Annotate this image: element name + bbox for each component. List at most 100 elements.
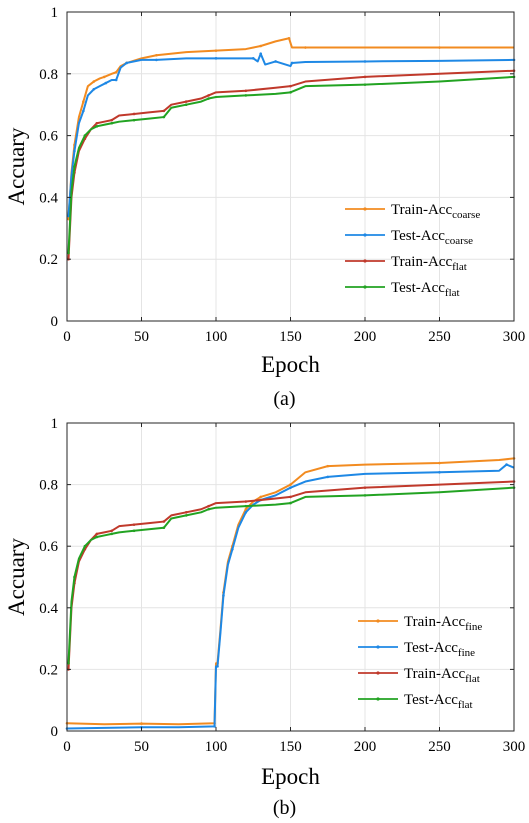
data-point — [289, 483, 292, 486]
data-point — [363, 494, 367, 497]
panel-caption: (a) — [273, 388, 295, 410]
y-tick-label: 0.4 — [39, 601, 58, 617]
data-point — [95, 121, 99, 125]
data-point — [132, 118, 136, 122]
data-point — [214, 57, 218, 60]
series-line-test-acc-fine — [66, 463, 515, 730]
data-point — [363, 486, 367, 489]
legend-name: Test-Acc — [404, 692, 458, 708]
data-point — [222, 594, 225, 597]
legend-subscript: flat — [452, 261, 467, 273]
chart-panel-a: 0 50 100 150 200 250 300 0 0.2 0.4 0.6 0.8 1 Epoch Acc… — [4, 5, 525, 410]
data-point — [184, 103, 188, 106]
legend-marker — [363, 233, 367, 237]
y-tick-label: 0.8 — [39, 67, 58, 83]
x-tick-label: 150 — [279, 739, 302, 755]
y-axis-label: Accuary — [4, 538, 29, 616]
data-point — [162, 520, 166, 523]
legend-entry: Train-Accflat — [391, 254, 467, 273]
data-point — [162, 109, 166, 113]
legend-subscript: fine — [465, 621, 482, 633]
data-point — [67, 214, 70, 218]
legend-name: Train-Acc — [391, 254, 452, 270]
data-point — [162, 526, 166, 530]
data-point — [244, 507, 248, 511]
data-point — [125, 61, 128, 65]
legend-subscript: flat — [445, 287, 460, 299]
y-tick-label: 1 — [51, 5, 59, 21]
y-tick-label: 0 — [51, 724, 59, 740]
y-tick-label: 0.4 — [39, 190, 58, 206]
data-point — [438, 461, 441, 465]
data-point — [289, 501, 292, 505]
legend-entry: Train-Accflat — [404, 666, 480, 685]
data-point — [326, 464, 330, 468]
legend-marker — [363, 259, 367, 263]
data-point — [505, 463, 508, 466]
data-point — [114, 70, 118, 74]
data-point — [83, 134, 87, 137]
data-point — [214, 49, 218, 52]
legend-name: Test-Acc — [391, 228, 445, 244]
y-tick-label: 0.2 — [39, 662, 58, 678]
data-point — [110, 121, 113, 125]
data-point — [73, 165, 76, 168]
x-tick-label: 200 — [354, 329, 377, 345]
y-axis-label: Accuary — [4, 127, 29, 205]
data-point — [290, 61, 294, 65]
legend-entry: Train-Accfine — [404, 614, 482, 633]
data-point — [326, 475, 330, 479]
data-point — [289, 84, 292, 88]
legend-marker — [376, 697, 380, 701]
y-tick-label: 0.6 — [39, 129, 58, 145]
data-point — [162, 115, 166, 119]
data-point — [114, 78, 118, 82]
data-point — [67, 251, 70, 255]
data-point — [95, 532, 99, 536]
data-point — [110, 529, 113, 533]
x-tick-label: 50 — [134, 739, 149, 755]
x-tick-label: 0 — [63, 329, 71, 345]
legend-entry: Train-Acccoarse — [391, 202, 480, 221]
data-point — [274, 60, 277, 63]
data-point — [140, 722, 143, 725]
data-point — [92, 87, 96, 91]
data-point — [207, 507, 210, 511]
data-point — [216, 665, 219, 668]
data-point — [259, 495, 263, 499]
legend-marker — [376, 645, 380, 649]
legend-subscript: flat — [465, 673, 480, 685]
legend-name: Train-Acc — [404, 666, 465, 682]
x-tick-label: 250 — [428, 329, 451, 345]
x-tick-label: 100 — [205, 739, 228, 755]
data-point — [132, 529, 136, 533]
data-point — [289, 91, 292, 94]
series-line-test-acc-coarse — [67, 52, 515, 217]
data-point — [95, 125, 99, 128]
panel-caption: (b) — [273, 797, 296, 819]
data-point — [259, 52, 263, 56]
data-point — [73, 575, 76, 579]
series-line-train-acc-fine — [66, 457, 515, 726]
data-point — [207, 504, 210, 508]
data-point — [244, 511, 248, 514]
chart-panel-b: 0 50 100 150 200 250 300 0 0.2 0.4 0.6 0.8 1 Epoch Acc… — [4, 416, 525, 819]
data-point — [363, 83, 367, 86]
data-point — [184, 511, 188, 514]
x-tick-label: 300 — [503, 329, 526, 345]
data-point — [289, 486, 292, 489]
legend-name: Test-Acc — [404, 640, 458, 656]
data-point — [132, 112, 136, 116]
data-point — [73, 149, 76, 153]
data-point — [259, 44, 263, 48]
series-line-test-acc-flat — [67, 75, 515, 254]
series-line-test-acc-flat — [67, 486, 515, 664]
data-point — [213, 725, 216, 728]
data-point — [132, 523, 136, 526]
data-point — [67, 661, 70, 665]
data-point — [155, 53, 158, 57]
legend-marker — [376, 671, 380, 675]
data-point — [287, 36, 291, 40]
y-tick-label: 0.2 — [39, 252, 58, 268]
x-tick-label: 300 — [503, 739, 526, 755]
